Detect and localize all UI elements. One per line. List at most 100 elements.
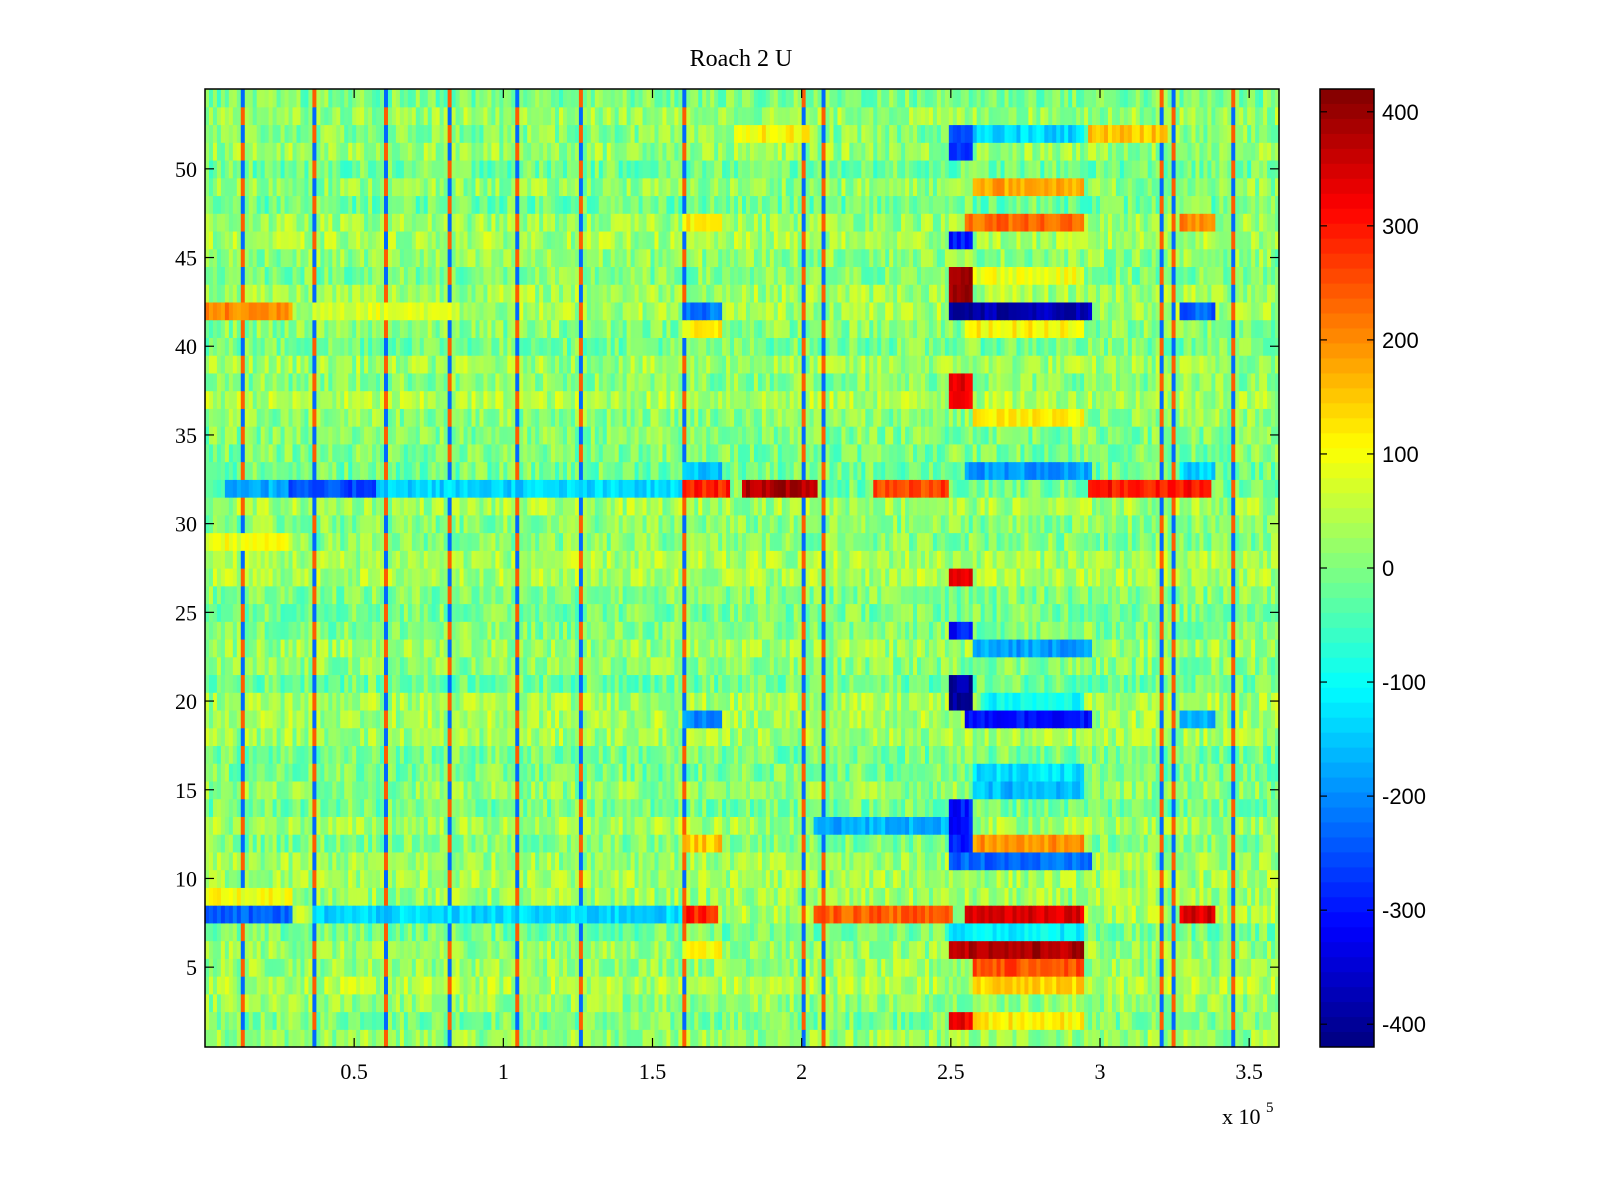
- heatmap-cell: [734, 940, 739, 959]
- heatmap-cell: [921, 834, 926, 853]
- heatmap-cell: [431, 976, 437, 995]
- heatmap-cell: [586, 816, 592, 835]
- heatmap-cell: [403, 887, 409, 906]
- heatmap-cell: [630, 1011, 636, 1030]
- heatmap-cell: [845, 887, 850, 906]
- heatmap-cell: [813, 922, 819, 942]
- heatmap-cell: [264, 727, 270, 747]
- heatmap-cell: [519, 745, 524, 764]
- heatmap-cell: [1088, 976, 1093, 995]
- heatmap-cell: [447, 887, 453, 906]
- heatmap-cell: [292, 1029, 298, 1048]
- heatmap-cell: [702, 1011, 707, 1030]
- heatmap-cell: [280, 887, 286, 906]
- heatmap-cell: [1024, 940, 1029, 959]
- heatmap-cell: [1187, 1011, 1193, 1030]
- heatmap-cell: [940, 1029, 946, 1048]
- heatmap-cell: [964, 958, 970, 977]
- heatmap-cell: [268, 816, 274, 835]
- heatmap-cell: [352, 763, 357, 782]
- heatmap-cell: [232, 780, 238, 800]
- heatmap-cell: [928, 816, 934, 835]
- heatmap-cell: [264, 834, 270, 853]
- heatmap-cell: [1064, 922, 1069, 942]
- heatmap-cell: [1223, 958, 1228, 977]
- heatmap-cell: [1227, 887, 1232, 906]
- heatmap-cell: [1064, 976, 1069, 995]
- heatmap-cell: [395, 798, 401, 817]
- heatmap-cell: [447, 816, 453, 835]
- heatmap-cell: [216, 887, 222, 906]
- heatmap-cell: [988, 869, 994, 888]
- heatmap-cell: [1239, 922, 1244, 942]
- heatmap-cell: [260, 940, 266, 959]
- heatmap-cell: [666, 798, 671, 817]
- heatmap-cell: [531, 851, 536, 871]
- heatmap-cell: [563, 798, 568, 817]
- heatmap-cell: [877, 745, 882, 764]
- heatmap-cell: [956, 976, 962, 995]
- heatmap-cell: [368, 709, 373, 729]
- heatmap-cell: [395, 816, 401, 835]
- heatmap-cell: [698, 922, 703, 942]
- heatmap-cell: [1175, 1029, 1181, 1048]
- heatmap-cell: [503, 834, 508, 853]
- heatmap-cell: [304, 1029, 310, 1048]
- heatmap-cell: [992, 940, 998, 959]
- heatmap-cell: [1040, 958, 1045, 977]
- heatmap-cell: [356, 905, 361, 924]
- heatmap-cell: [1016, 816, 1022, 835]
- heatmap-cell: [435, 798, 441, 817]
- heatmap-cell: [475, 958, 481, 977]
- heatmap-cell: [594, 1029, 600, 1048]
- heatmap-cell: [240, 922, 246, 942]
- heatmap-cell: [706, 816, 711, 835]
- heatmap-cell: [1195, 993, 1201, 1013]
- heatmap-cell: [1000, 976, 1006, 995]
- heatmap-cell: [1032, 798, 1037, 817]
- heatmap-cell: [260, 816, 266, 835]
- heatmap-cell: [495, 851, 500, 871]
- heatmap-cell: [1111, 869, 1117, 888]
- heatmap-cell: [356, 940, 361, 959]
- heatmap-cell: [1239, 851, 1244, 871]
- heatmap-cell: [889, 958, 894, 977]
- heatmap-cell: [1243, 780, 1248, 800]
- heatmap-cell: [491, 727, 496, 747]
- heatmap-cell: [1016, 763, 1022, 782]
- heatmap-cell: [356, 922, 361, 942]
- heatmap-cell: [730, 958, 735, 977]
- heatmap-cell: [1064, 798, 1069, 817]
- heatmap-cell: [809, 993, 815, 1013]
- heatmap-cell: [932, 905, 938, 924]
- heatmap-cell: [272, 887, 278, 906]
- heatmap-cell: [690, 922, 695, 942]
- heatmap-cell: [630, 798, 636, 817]
- heatmap-cell: [590, 1029, 596, 1048]
- heatmap-cell: [921, 1029, 926, 1048]
- heatmap-cell: [698, 905, 703, 924]
- heatmap-cell: [423, 763, 429, 782]
- heatmap-cell: [626, 709, 632, 729]
- heatmap-cell: [220, 1029, 226, 1048]
- heatmap-cell: [463, 993, 469, 1013]
- heatmap-cell: [511, 887, 516, 906]
- heatmap-cell: [853, 763, 858, 782]
- heatmap-cell: [499, 834, 504, 853]
- heatmap-cell: [666, 993, 671, 1013]
- heatmap-cell: [948, 922, 954, 942]
- heatmap-cell: [292, 1011, 298, 1030]
- heatmap-cell: [634, 922, 640, 942]
- heatmap-cell: [881, 958, 886, 977]
- heatmap-cell: [1223, 763, 1228, 782]
- heatmap-cell: [917, 905, 922, 924]
- heatmap-cell: [909, 905, 914, 924]
- heatmap-cell: [734, 763, 739, 782]
- heatmap-cell: [865, 905, 870, 924]
- heatmap-cell: [539, 763, 544, 782]
- heatmap-cell: [1119, 976, 1125, 995]
- heatmap-cell: [300, 834, 306, 853]
- heatmap-cell: [471, 976, 477, 995]
- heatmap-cell: [642, 958, 648, 977]
- heatmap-cell: [435, 922, 441, 942]
